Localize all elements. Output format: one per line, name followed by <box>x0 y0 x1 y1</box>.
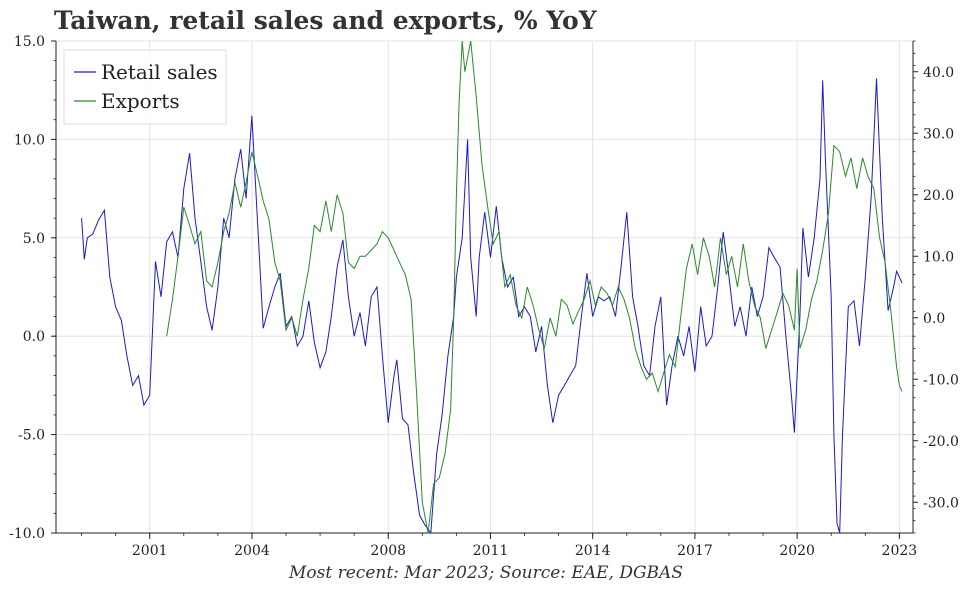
right-tick-label: 10.0 <box>923 249 954 265</box>
x-tick-label: 2020 <box>779 543 815 559</box>
right-tick-label: 0.0 <box>923 311 945 327</box>
left-tick-label: 5.0 <box>23 231 45 247</box>
right-tick-label: -30.0 <box>923 495 959 511</box>
right-tick-label: 40.0 <box>923 65 954 81</box>
left-tick-label: 15.0 <box>14 34 45 50</box>
series-lines <box>81 41 903 533</box>
chart-source-note: Most recent: Mar 2023; Source: EAE, DGBA… <box>289 563 683 583</box>
x-tick-label: 2017 <box>677 543 713 559</box>
right-tick-label: 20.0 <box>923 188 954 204</box>
x-tick-label: 2011 <box>473 543 509 559</box>
x-tick-label: 2001 <box>132 543 168 559</box>
left-tick-label: 0.0 <box>23 329 45 345</box>
left-tick-label: 10.0 <box>14 132 45 148</box>
x-tick-label: 2023 <box>882 543 918 559</box>
left-tick-label: -5.0 <box>18 428 45 444</box>
chart-title: Taiwan, retail sales and exports, % YoY <box>54 6 597 35</box>
right-tick-label: -10.0 <box>923 372 959 388</box>
legend-label-retail: Retail sales <box>101 60 218 84</box>
left-tick-label: -10.0 <box>9 526 45 542</box>
right-tick-label: -20.0 <box>923 434 959 450</box>
x-tick-label: 2004 <box>234 543 270 559</box>
x-tick-label: 2014 <box>575 543 611 559</box>
x-tick-label: 2008 <box>370 543 406 559</box>
legend-box <box>63 49 227 125</box>
exports-line <box>166 41 903 533</box>
legend-label-exports: Exports <box>101 89 180 113</box>
right-tick-label: 30.0 <box>923 126 954 142</box>
axes: -10.0 -5.0 0.0 5.0 10.0 15.0 -30.0 -20.0 -10.0 0.… <box>9 34 959 559</box>
legend: Retail sales Exports <box>63 49 227 125</box>
